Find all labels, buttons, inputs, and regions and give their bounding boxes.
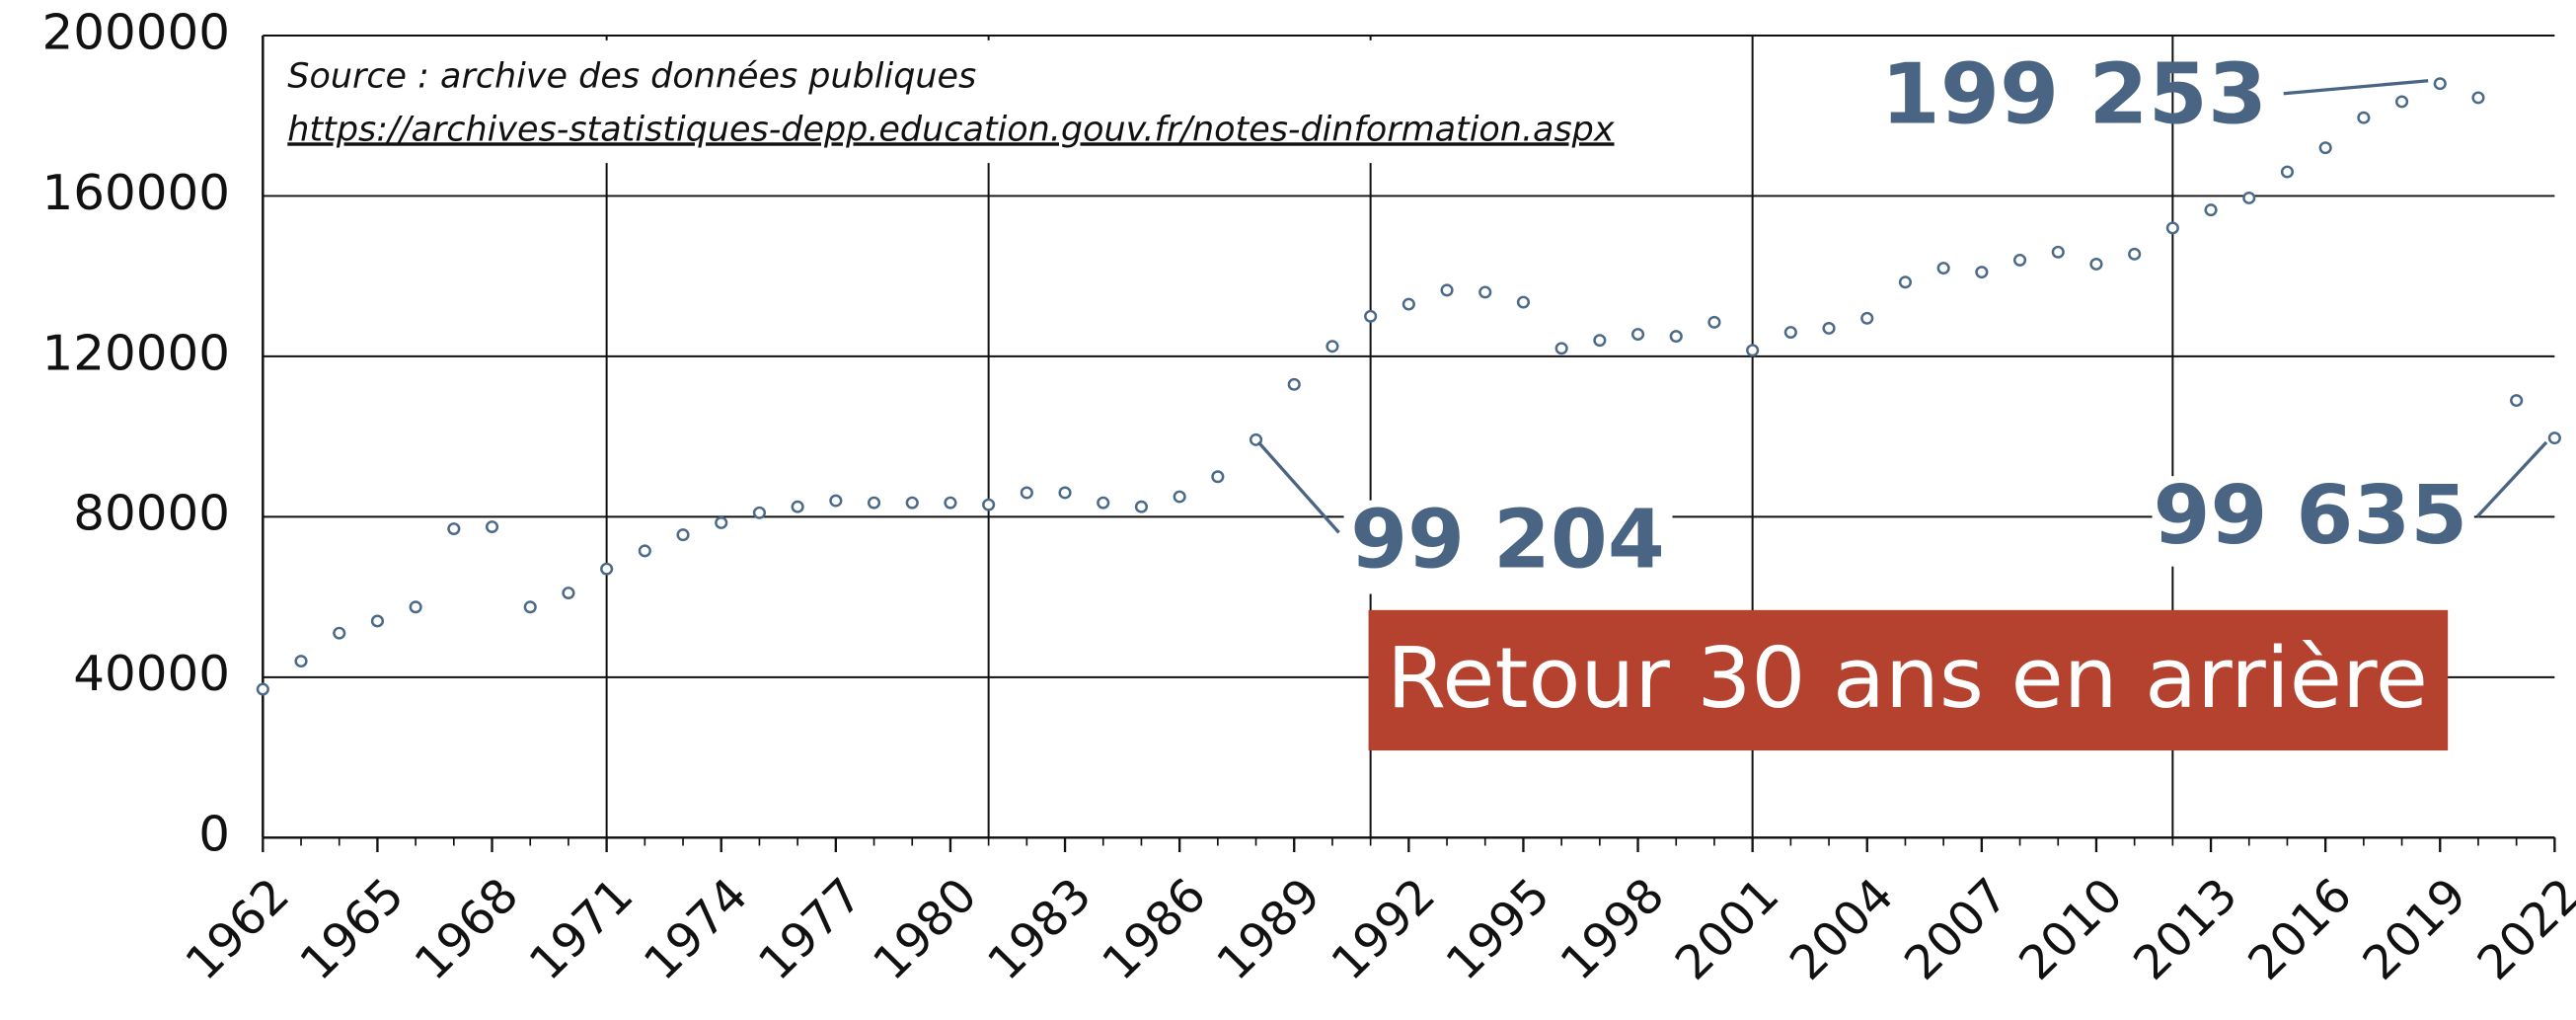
- data-point: [1630, 328, 1645, 342]
- y-tick-label: 200000: [41, 4, 230, 60]
- data-point: [1211, 470, 1225, 484]
- data-point: [715, 516, 728, 529]
- data-point: [2165, 221, 2179, 235]
- data-point: [256, 682, 269, 696]
- annotation-bg: [1343, 500, 1673, 594]
- data-point: [2357, 111, 2371, 124]
- data-point: [294, 655, 308, 668]
- data-point: [1516, 295, 1531, 309]
- data-point: [1669, 330, 1683, 344]
- data-point: [1058, 486, 1072, 500]
- data-point: [2242, 192, 2256, 204]
- source-box: [267, 39, 1616, 164]
- source-url: https://archives-statistiques-depp.educa…: [287, 111, 1615, 150]
- data-point: [2510, 394, 2524, 408]
- data-point: [2204, 203, 2218, 217]
- data-point: [2318, 141, 2332, 155]
- data-point: [523, 600, 537, 614]
- data-point: [2280, 165, 2295, 179]
- data-point: [2471, 91, 2485, 105]
- source-line: Source : archive des données publiques: [287, 57, 976, 97]
- data-point: [2433, 77, 2447, 91]
- data-point: [1936, 262, 1950, 275]
- data-point: [982, 498, 996, 511]
- banner-text: Retour 30 ans en arrière: [1387, 630, 2428, 728]
- data-point: [2128, 247, 2142, 261]
- data-point: [1860, 311, 1874, 325]
- data-point: [1173, 490, 1186, 504]
- y-tick-label: 160000: [41, 164, 230, 220]
- annotation-bg: [2152, 476, 2474, 567]
- data-point: [1975, 266, 1989, 279]
- data-point: [1746, 344, 1760, 357]
- data-point: [600, 562, 614, 576]
- data-point: [485, 520, 499, 533]
- data-point: [333, 626, 346, 640]
- data-point: [1898, 275, 1913, 289]
- annotation: 99 635: [2154, 469, 2467, 563]
- data-point: [2051, 245, 2065, 259]
- data-point: [1402, 297, 1415, 311]
- banner-box: [1368, 609, 2449, 751]
- data-point: [2012, 253, 2027, 267]
- data-point: [1287, 377, 1301, 391]
- data-point: [905, 496, 919, 510]
- leader-line: [2475, 440, 2548, 518]
- data-point: [447, 522, 461, 536]
- data-point: [1326, 340, 1339, 353]
- data-point: [1783, 326, 1797, 339]
- data-point: [791, 500, 804, 513]
- y-tick-label: 40000: [73, 646, 230, 702]
- data-point: [1097, 496, 1110, 510]
- data-point: [562, 587, 575, 599]
- data-point: [638, 544, 651, 558]
- data-point: [1134, 500, 1149, 513]
- leader-line: [1256, 440, 1340, 534]
- leader-line: [2283, 79, 2429, 96]
- data-point: [370, 614, 385, 628]
- data-point: [1554, 342, 1568, 355]
- data-point: [867, 496, 881, 510]
- data-point: [409, 600, 422, 614]
- data-point: [676, 528, 690, 542]
- y-tick-label: 0: [198, 806, 230, 862]
- data-point: [1707, 315, 1721, 329]
- data-point: [1478, 285, 1492, 299]
- data-point: [2089, 258, 2103, 271]
- data-point: [1593, 334, 1607, 348]
- y-tick-label: 120000: [41, 325, 230, 381]
- data-point: [1364, 309, 1378, 323]
- data-point: [2394, 95, 2409, 109]
- annotation: 99 204: [1350, 493, 1664, 587]
- data-point: [1440, 283, 1454, 297]
- annotation: 199 253: [1881, 45, 2267, 143]
- data-point: [752, 506, 767, 519]
- data-point: [1822, 322, 1836, 335]
- data-point: [1020, 486, 1033, 500]
- data-point: [2547, 432, 2561, 445]
- data-point: [829, 494, 843, 508]
- data-point: [944, 496, 957, 510]
- y-tick-label: 80000: [73, 485, 230, 541]
